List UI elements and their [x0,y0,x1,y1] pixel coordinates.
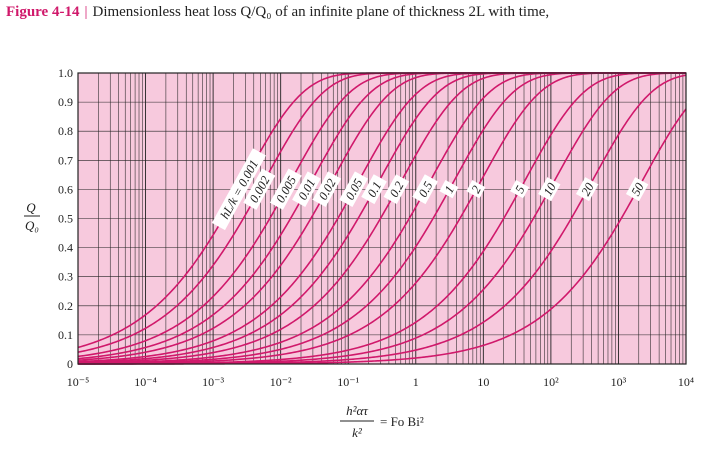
curve-label: 1 [439,180,459,199]
grid-lines [77,72,686,365]
curve [77,72,686,365]
y-axis-label: Q Q₀ [24,200,40,233]
x-tick-label: 10⁻¹ [337,375,359,389]
plot-frame [77,72,687,365]
x-tick-label: 10³ [611,375,627,389]
y-tick-label: 0.8 [58,124,73,138]
y-axis-label-numerator: Q [26,200,36,215]
curve-label-bg [243,168,276,210]
x-tick-label: 10⁻⁴ [134,375,157,389]
x-axis-label-rhs: = Fo Bi² [380,414,424,429]
curve-label: 20 [575,177,599,202]
curve-label-bg [509,180,530,199]
y-tick-label: 0.1 [58,328,73,342]
curve-label: 0.5 [412,174,438,205]
y-axis-label-denominator: Q₀ [25,218,39,233]
curve-label: 0.2 [383,174,410,205]
curve-label-bg [412,174,438,205]
curve-label: 50 [625,177,649,202]
caption-separator: | [84,4,88,20]
curve-label: 2 [466,180,486,199]
x-tick-label: 10⁻⁵ [67,375,90,389]
curve-label-bg [575,177,599,202]
y-tick-label: 0.7 [58,153,73,167]
x-axis-label-numerator: h²ατ [346,403,369,418]
x-tick-labels: 10⁻⁵ 10⁻⁴ 10⁻³ 10⁻² 10⁻¹ 1 10 10² 10³ 10⁴ [67,375,694,389]
y-tick-label: 0.9 [58,95,73,109]
curve-label-bg [625,177,649,202]
curve-label-bg [211,148,267,231]
y-tick-labels: 0 0.1 0.2 0.3 0.4 0.5 0.6 0.7 0.8 0.9 1.0 [58,66,73,371]
curve-label-bg [292,171,321,207]
curve-label-bg [361,174,387,205]
x-tick-label: 10² [543,375,559,389]
curve-label-text: 0.1 [365,179,385,199]
x-tick-label: 10⁻³ [202,375,224,389]
x-tick-label: 10⁴ [678,375,694,389]
x-tick-label: 10⁻² [270,375,292,389]
curve-label-bg [439,180,459,199]
curve-label-bg [312,171,342,207]
y-tick-label: 1.0 [58,66,73,80]
caption-text: Dimensionless heat loss Q/Q₀ of an infin… [92,4,550,20]
figure-label: Figure 4-14 [6,4,80,20]
curve-label-bg [538,177,561,202]
y-tick-label: 0 [67,357,73,371]
x-tick-label: 1 [413,375,419,389]
curve-label-text: 0.2 [387,179,407,199]
y-tick-label: 0.4 [58,241,73,255]
y-tick-label: 0.6 [58,182,73,196]
y-tick-label: 0.3 [58,270,73,284]
y-tick-label: 0.5 [58,212,73,226]
curve-label-bg [383,174,410,205]
figure-caption: Figure 4-14 | Dimensionless heat loss Q/Q₀… [6,4,549,21]
curve-label: 0.1 [361,174,387,205]
curve-label-bg [269,168,302,210]
x-tick-label: 10 [477,375,489,389]
curve-label-text: 0.5 [416,179,436,199]
y-tick-label: 0.2 [58,299,73,313]
curve-label-bg [466,180,486,199]
curve-label: 5 [509,180,530,199]
curve-label-bg [339,171,369,207]
curve-label: 10 [538,177,561,202]
x-axis-label: h²ατ k² = Fo Bi² [340,403,424,440]
x-axis-label-denominator: k² [352,425,363,440]
